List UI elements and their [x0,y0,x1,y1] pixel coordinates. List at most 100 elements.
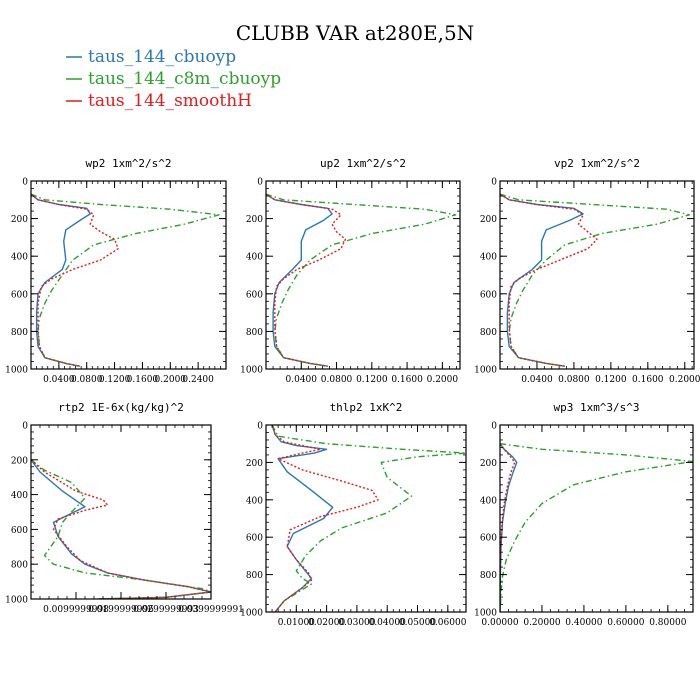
series-group [31,459,211,599]
series-line-taus-144-smoothH [31,459,211,599]
y-tick-label: 600 [480,290,497,300]
panel-title: vp2 1xm^2/s^2 [554,157,640,170]
plot-frame [265,180,461,370]
panel-grid: wp2 1xm^2/s^20.04000.08000.12000.16000.2… [5,157,700,628]
chart-panel-5: thlp2 1xK^20.010000.020000.030000.040000… [240,401,467,628]
y-tick-label: 600 [11,526,28,536]
y-tick-label: 400 [11,491,28,501]
y-tick-label: 0 [257,178,263,188]
y-tick-label: 1000 [474,609,497,619]
series-line-taus-144-smoothH [500,443,516,612]
y-tick-label: 1000 [5,366,28,376]
panel-title: thlp2 1xK^2 [330,401,403,414]
legend: taus_144_cbuoyp taus_144_c8m_cbuoyp taus… [66,47,281,111]
x-tick-label: 0.02000 [308,618,345,628]
y-tick-label: 400 [480,253,497,263]
series-line-taus-144-smoothH [271,425,379,612]
x-tick-label: 0.1200 [356,375,388,385]
series-line-taus-144-c8m-cbuoyp [266,193,457,367]
series-line-taus-144-c8m-cbuoyp [31,193,220,367]
plot-frame [265,424,467,613]
chart-panel-6: wp3 1xm^3/s^3 0.00000 0.20000 0.40000 0.6000… [474,401,694,628]
x-tick-label: 0.0800 [558,375,590,385]
x-tick-label: 0.05000 [399,618,436,628]
series-line-taus-144-c8m-cbuoyp [500,443,693,612]
x-tick-label: 0.0800 [321,375,353,385]
y-tick-label: 1000 [240,609,263,619]
series-group [271,425,466,612]
x-tick-label: 0.00000 [481,618,518,628]
y-tick-label: 800 [11,561,28,571]
y-tick-label: 0 [491,422,497,432]
series-line-taus-144-smoothH [31,193,119,367]
series-line-taus-144-smoothH [500,193,598,367]
y-tick-label: 600 [480,534,497,544]
y-tick-label: 200 [11,456,28,466]
y-tick-label: 400 [480,496,497,506]
x-tick-label: 0.0199999996 [88,605,154,615]
y-tick-label: 400 [246,253,263,263]
series-line-taus-144-cbuoyp [271,425,334,612]
x-tick-label: 0.2000 [427,375,459,385]
x-tick-label: 0.1200 [595,375,627,385]
plot-frame [499,180,695,370]
y-tick-label: 600 [246,290,263,300]
x-tick-label: 0.06000 [429,618,466,628]
chart-panel-4: rtp2 1E-6x(kg/kg)^2 0.00999999980.0199999… [5,401,244,615]
x-tick-label: 0.2000 [669,375,700,385]
y-tick-label: 1000 [474,366,497,376]
legend-label-c8m-cbuoyp: taus_144_c8m_cbuoyp [88,69,281,89]
legend-label-cbuoyp: taus_144_cbuoyp [88,47,236,67]
series-line-taus-144-cbuoyp [31,459,211,599]
y-tick-label: 200 [11,215,28,225]
x-tick-label: 0.1600 [127,375,159,385]
series-line-taus-144-cbuoyp [31,193,91,367]
series-group [31,193,220,367]
series-line-taus-144-c8m-cbuoyp [271,425,466,612]
y-tick-label: 800 [480,328,497,338]
plot-frame [30,424,212,600]
x-tick-label: 0.2000 [155,375,187,385]
series-group [500,443,693,612]
panel-title: wp3 1xm^3/s^3 [553,401,639,414]
legend-label-smoothh: taus_144_smoothH [88,91,252,111]
series-line-taus-144-cbuoyp [500,443,518,612]
series-line-taus-144-c8m-cbuoyp [500,193,691,367]
x-tick-label: 0.0400 [286,375,318,385]
panel-title: up2 1xm^2/s^2 [320,157,406,170]
x-tick-label: 0.80000 [649,618,686,628]
y-tick-label: 400 [246,496,263,506]
y-tick-label: 800 [246,328,263,338]
y-tick-label: 200 [246,215,263,225]
y-tick-label: 600 [11,290,28,300]
y-tick-label: 200 [480,459,497,469]
y-tick-label: 600 [246,534,263,544]
series-group [266,193,457,367]
y-tick-label: 800 [11,328,28,338]
x-tick-label: 0.03000 [338,618,375,628]
series-line-taus-144-c8m-cbuoyp [31,459,211,599]
series-line-taus-144-cbuoyp [266,193,333,367]
x-tick-label: 0.20000 [523,618,560,628]
panel-title: rtp2 1E-6x(kg/kg)^2 [58,401,184,414]
chart-panel-3: vp2 1xm^2/s^2 0.0400 0.0800 0.1200 0.1600 0.2… [474,157,700,385]
y-tick-label: 0 [491,178,497,188]
x-tick-label: 0.0099999998 [43,605,109,615]
plot-frame [30,180,227,370]
x-tick-label: 0.2400 [182,375,214,385]
x-tick-label: 0.1600 [391,375,423,385]
y-tick-label: 400 [11,253,28,263]
x-tick-label: 0.0299999993 [133,605,199,615]
y-tick-label: 200 [246,459,263,469]
y-tick-label: 0 [257,422,263,432]
x-tick-label: 0.40000 [565,618,602,628]
plot-frame [499,424,694,613]
y-tick-label: 0 [22,178,28,188]
y-tick-label: 800 [246,571,263,581]
figure-title: CLUBB VAR at280E,5N [236,21,474,45]
x-tick-label: 0.1600 [632,375,664,385]
y-tick-label: 200 [480,215,497,225]
y-tick-label: 800 [480,571,497,581]
y-tick-label: 1000 [240,366,263,376]
